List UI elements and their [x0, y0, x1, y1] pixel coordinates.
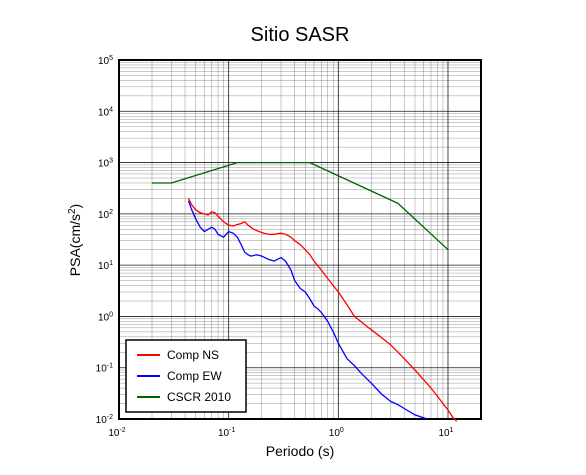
y-tick-base: 10 [98, 261, 110, 272]
y-tick-base: 10 [98, 107, 110, 118]
y-tick-label: 105 [98, 55, 113, 67]
y-tick-base: 10 [98, 210, 110, 221]
y-tick-base: 10 [96, 415, 108, 426]
y-axis-label: PSA(cm/s2) [67, 204, 83, 276]
x-tick-exp: 1 [450, 427, 454, 434]
legend: Comp NS Comp EW CSCR 2010 [125, 339, 247, 413]
y-tick-exp: 1 [109, 260, 113, 267]
y-axis-label-sup: 2 [67, 208, 78, 214]
x-axis-label: Periodo (s) [266, 443, 334, 459]
legend-label: CSCR 2010 [167, 390, 231, 404]
y-tick-exp: 3 [109, 158, 113, 165]
y-tick-label: 103 [98, 158, 113, 170]
plot-frame [118, 59, 482, 420]
series [152, 161, 458, 422]
x-tick-label: 10-2 [108, 427, 125, 439]
x-tick-exp: -1 [229, 427, 235, 434]
x-tick-base: 10 [438, 428, 450, 439]
y-axis-label-end: ) [67, 204, 83, 209]
x-tick-label: 101 [438, 427, 453, 439]
y-tick-label: 100 [98, 311, 113, 323]
legend-label: Comp NS [167, 348, 219, 362]
y-tick-exp: 4 [109, 106, 113, 113]
y-tick-label: 101 [98, 260, 113, 272]
series-line-comp-ew [187, 200, 428, 420]
y-tick-base: 10 [98, 159, 110, 170]
x-tick-exp: -2 [119, 427, 125, 434]
x-tick-label: 10-1 [218, 427, 235, 439]
y-tick-label: 102 [98, 209, 113, 221]
y-tick-exp: -1 [107, 363, 113, 370]
x-tick-label: 100 [329, 427, 344, 439]
y-axis-label-main: PSA(cm/s [67, 214, 83, 276]
y-tick-label: 10-1 [96, 363, 113, 375]
x-tick-base: 10 [218, 428, 230, 439]
x-tick-exp: 0 [340, 427, 344, 434]
y-tick-base: 10 [98, 56, 110, 67]
y-tick-base: 10 [98, 312, 110, 323]
y-tick-exp: 5 [109, 55, 113, 62]
x-tick-base: 10 [329, 428, 341, 439]
y-tick-exp: 2 [109, 209, 113, 216]
y-tick-label: 10-2 [96, 414, 113, 426]
series-line-cscr-2010 [152, 161, 449, 251]
y-tick-label: 104 [98, 106, 113, 118]
y-tick-exp: -2 [107, 414, 113, 421]
series-line-comp-ns [187, 198, 458, 422]
legend-label: Comp EW [167, 369, 222, 383]
y-tick-exp: 0 [109, 311, 113, 318]
y-tick-base: 10 [96, 364, 108, 375]
chart-title: Sitio SASR [251, 24, 350, 46]
x-tick-base: 10 [108, 428, 120, 439]
